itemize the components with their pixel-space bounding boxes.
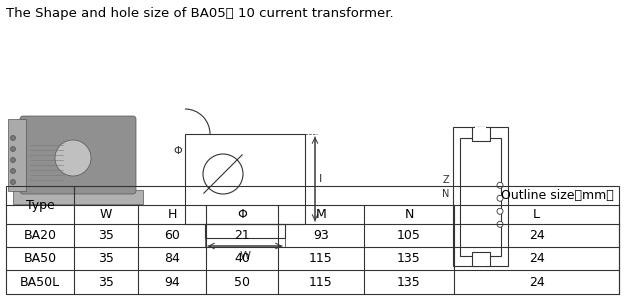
Text: 50: 50 — [234, 275, 250, 289]
Text: 60: 60 — [164, 229, 180, 242]
Text: I: I — [319, 174, 322, 184]
Bar — [471, 252, 489, 266]
Text: 21: 21 — [234, 229, 250, 242]
Text: 35: 35 — [98, 252, 114, 265]
Circle shape — [11, 158, 16, 162]
Text: Φ: Φ — [173, 146, 182, 156]
Text: 24: 24 — [529, 275, 544, 289]
Circle shape — [497, 182, 503, 188]
Text: N: N — [442, 189, 449, 199]
Text: 135: 135 — [397, 252, 421, 265]
Bar — [6, 186, 619, 294]
Text: Φ: Φ — [237, 208, 247, 221]
Circle shape — [11, 147, 16, 152]
Text: BA20: BA20 — [24, 229, 56, 242]
Bar — [471, 127, 489, 141]
Text: 35: 35 — [98, 229, 114, 242]
Circle shape — [11, 135, 16, 141]
Text: W: W — [239, 251, 251, 261]
Circle shape — [11, 169, 16, 173]
Bar — [475, 254, 486, 266]
Bar — [185, 134, 305, 224]
Text: 115: 115 — [309, 275, 333, 289]
Text: 24: 24 — [529, 252, 544, 265]
Bar — [460, 138, 501, 256]
Text: BA50L: BA50L — [20, 275, 60, 289]
Text: Type: Type — [26, 199, 54, 211]
FancyBboxPatch shape — [20, 116, 136, 194]
Circle shape — [497, 208, 503, 214]
Text: W: W — [100, 208, 112, 221]
Circle shape — [55, 140, 91, 176]
Text: BA50: BA50 — [24, 252, 57, 265]
Circle shape — [497, 195, 503, 201]
Text: H: H — [168, 208, 177, 221]
Text: 93: 93 — [313, 229, 329, 242]
Bar — [8, 119, 26, 191]
Text: 84: 84 — [164, 252, 180, 265]
Bar — [13, 190, 143, 204]
Text: The Shape and hole size of BA05， 10 current transformer.: The Shape and hole size of BA05， 10 curr… — [6, 7, 394, 20]
Circle shape — [497, 221, 503, 227]
Text: 135: 135 — [397, 275, 421, 289]
Text: 105: 105 — [397, 229, 421, 242]
Text: 94: 94 — [164, 275, 180, 289]
Bar — [205, 224, 285, 238]
Text: 24: 24 — [529, 229, 544, 242]
Text: 40: 40 — [234, 252, 250, 265]
Text: N: N — [404, 208, 414, 221]
Text: Outline size（mm）: Outline size（mm） — [501, 189, 614, 202]
Text: 35: 35 — [98, 275, 114, 289]
Circle shape — [11, 179, 16, 184]
Text: M: M — [316, 208, 326, 221]
Bar — [475, 127, 486, 139]
Text: L: L — [533, 208, 540, 221]
Text: 115: 115 — [309, 252, 333, 265]
Bar — [453, 127, 508, 266]
Text: Z: Z — [442, 175, 449, 185]
